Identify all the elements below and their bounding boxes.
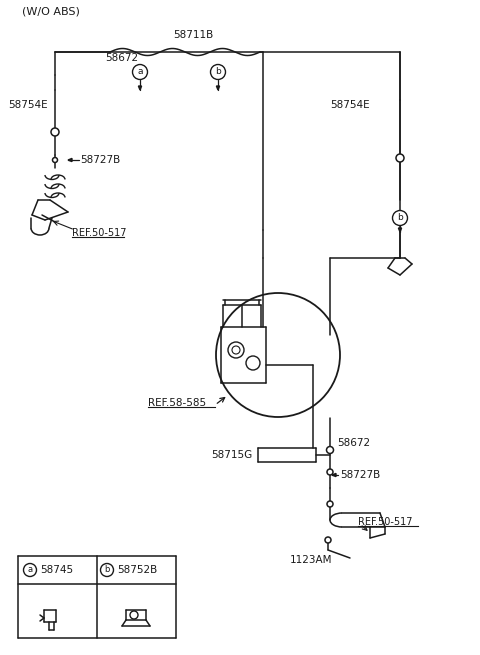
Circle shape bbox=[246, 356, 260, 370]
Polygon shape bbox=[332, 474, 336, 477]
Circle shape bbox=[393, 210, 408, 225]
Text: 58711B: 58711B bbox=[173, 30, 213, 40]
Circle shape bbox=[326, 447, 334, 453]
Text: 58727B: 58727B bbox=[340, 470, 380, 480]
Text: 58754E: 58754E bbox=[330, 100, 370, 110]
Circle shape bbox=[130, 611, 138, 619]
Text: 1123AM: 1123AM bbox=[290, 555, 333, 565]
Text: b: b bbox=[104, 565, 110, 574]
Circle shape bbox=[211, 64, 226, 79]
Text: 58727B: 58727B bbox=[80, 155, 120, 165]
Text: REF.50-517: REF.50-517 bbox=[72, 228, 127, 238]
Text: 58672: 58672 bbox=[105, 53, 138, 63]
Text: 58752B: 58752B bbox=[117, 565, 157, 575]
Circle shape bbox=[327, 447, 333, 453]
Text: b: b bbox=[215, 67, 221, 77]
Text: REF.58-585: REF.58-585 bbox=[148, 398, 206, 408]
Circle shape bbox=[396, 154, 404, 162]
Circle shape bbox=[325, 537, 331, 543]
Polygon shape bbox=[398, 228, 402, 232]
Text: (W/O ABS): (W/O ABS) bbox=[22, 7, 80, 17]
Circle shape bbox=[52, 157, 58, 162]
Circle shape bbox=[100, 563, 113, 576]
Circle shape bbox=[24, 563, 36, 576]
Circle shape bbox=[228, 342, 244, 358]
Text: 58715G: 58715G bbox=[211, 450, 252, 460]
Circle shape bbox=[327, 501, 333, 507]
Text: REF.50-517: REF.50-517 bbox=[358, 517, 412, 527]
Circle shape bbox=[232, 346, 240, 354]
Text: 58754E: 58754E bbox=[8, 100, 48, 110]
Circle shape bbox=[327, 469, 333, 475]
Text: 58745: 58745 bbox=[40, 565, 73, 575]
Polygon shape bbox=[216, 86, 219, 90]
Text: 58672: 58672 bbox=[337, 438, 370, 448]
Text: a: a bbox=[137, 67, 143, 77]
Circle shape bbox=[132, 64, 147, 79]
Text: a: a bbox=[27, 565, 33, 574]
Polygon shape bbox=[138, 86, 142, 90]
Text: b: b bbox=[397, 214, 403, 223]
Polygon shape bbox=[68, 159, 72, 162]
Circle shape bbox=[51, 128, 59, 136]
Circle shape bbox=[216, 293, 340, 417]
